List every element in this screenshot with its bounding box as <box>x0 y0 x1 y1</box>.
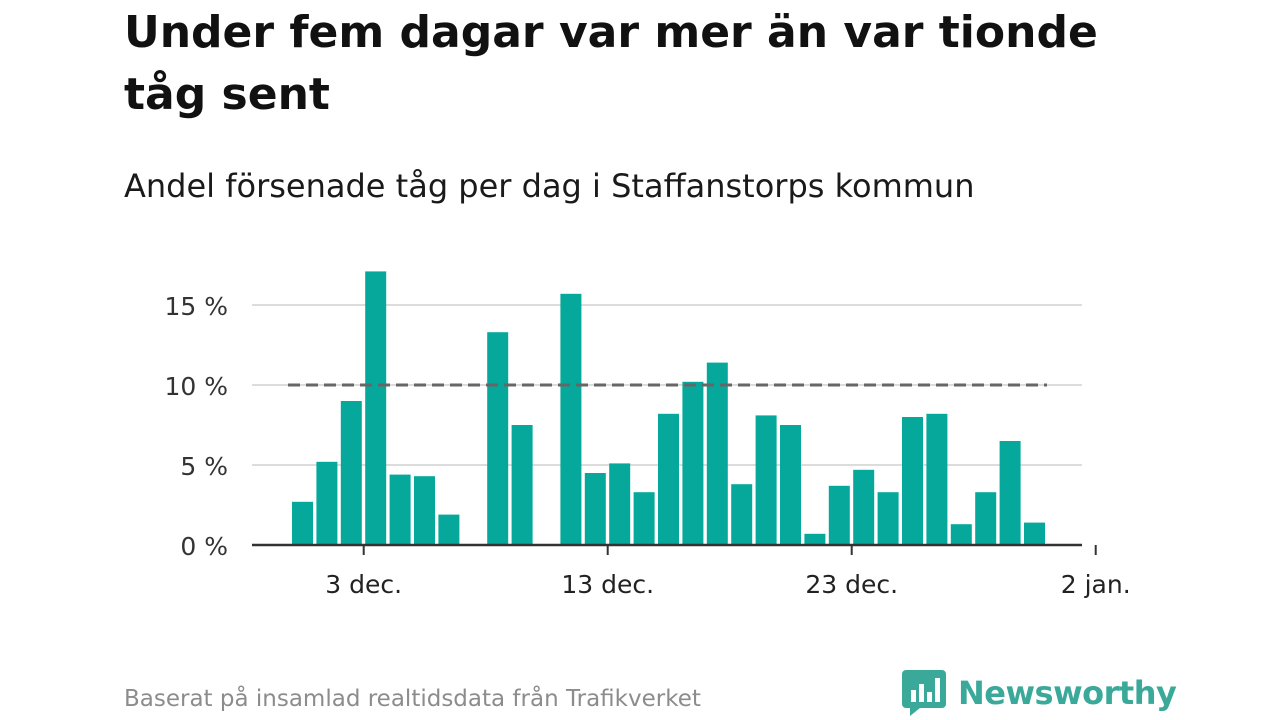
y-tick-label: 5 % <box>180 452 228 481</box>
bar <box>511 425 533 545</box>
bar <box>658 413 679 545</box>
bar <box>682 381 704 545</box>
bar <box>731 484 753 545</box>
y-tick-label: 0 % <box>180 532 228 561</box>
bar <box>340 401 362 545</box>
bar <box>950 524 972 545</box>
bar <box>828 485 850 545</box>
bar <box>706 362 728 545</box>
bar <box>853 469 875 545</box>
bar <box>414 476 435 545</box>
bar <box>755 415 777 545</box>
chart-title: Under fem dagar var mer än var tionde tå… <box>124 7 1098 120</box>
bar <box>438 514 460 545</box>
bar <box>633 492 655 545</box>
y-tick-label: 15 % <box>164 292 228 321</box>
x-tick-label: 13 dec. <box>561 570 654 599</box>
newsworthy-logo-icon <box>902 670 946 716</box>
newsworthy-logo: Newsworthy <box>902 670 1177 716</box>
x-tick-label: 3 dec. <box>325 570 402 599</box>
bar <box>609 463 631 545</box>
x-tick-label: 23 dec. <box>805 570 898 599</box>
x-tick-label: 2 jan. <box>1061 570 1131 599</box>
bar <box>316 461 338 545</box>
bar <box>560 293 582 545</box>
source-note: Baserat på insamlad realtidsdata från Tr… <box>124 686 701 712</box>
bar <box>487 332 509 545</box>
newsworthy-logo-text: Newsworthy <box>958 674 1177 712</box>
bar <box>902 417 923 545</box>
bar <box>584 473 606 545</box>
bar <box>780 425 801 545</box>
bar <box>292 501 313 545</box>
bar <box>804 533 826 545</box>
bar <box>999 441 1021 545</box>
bar-chart: 0 % 5 % 10 % 15 % 3 dec. 13 dec. 23 dec. 2 jan. <box>164 271 1131 599</box>
y-tick-label: 10 % <box>164 372 228 401</box>
bar <box>926 413 948 545</box>
bar <box>877 492 899 545</box>
bar <box>1024 522 1045 545</box>
bar <box>365 271 387 545</box>
bar <box>975 492 997 545</box>
chart-subtitle: Andel försenade tåg per dag i Staffansto… <box>124 167 975 205</box>
bar <box>389 474 411 545</box>
